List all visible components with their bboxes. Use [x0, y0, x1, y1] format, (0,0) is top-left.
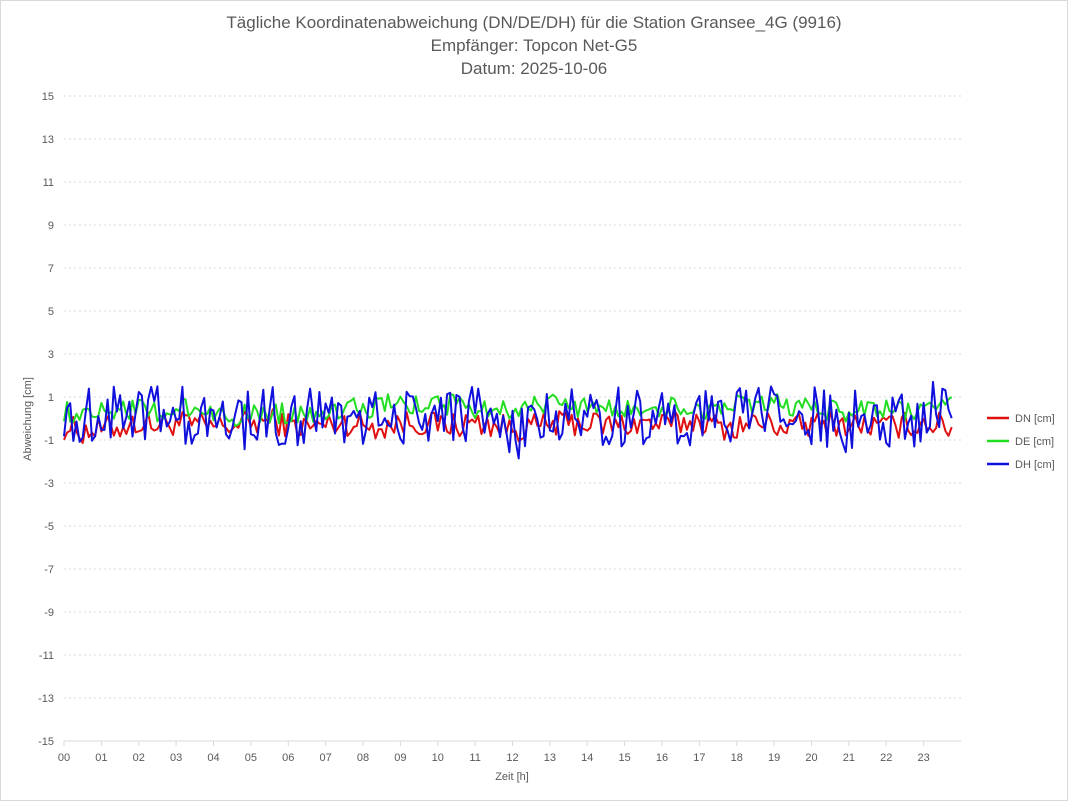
y-tick-label: -11	[39, 650, 54, 662]
x-tick-label: 04	[207, 752, 219, 764]
x-tick-label: 07	[320, 752, 332, 764]
y-tick-label: -7	[44, 564, 54, 576]
x-tick-label: 01	[95, 752, 107, 764]
x-axis-ticks: 00 01 02 03 04 05 06 07 08 09 10 11 12 13 14 15 16 17 18 19…	[58, 741, 930, 764]
y-tick-label: 1	[48, 392, 54, 404]
x-tick-label: 13	[544, 752, 556, 764]
x-tick-label: 00	[58, 752, 70, 764]
x-tick-label: 19	[768, 752, 780, 764]
y-axis-label: Abweichung [cm]	[22, 377, 34, 461]
y-tick-label: -13	[38, 693, 54, 705]
x-tick-label: 03	[170, 752, 182, 764]
series-line-de	[63, 393, 953, 427]
x-tick-label: 02	[133, 752, 145, 764]
y-tick-label: 7	[48, 263, 54, 275]
y-tick-label: 11	[43, 177, 54, 189]
x-tick-label: 18	[731, 752, 743, 764]
y-tick-label: 15	[42, 91, 54, 103]
chart-title-line-2: Empfänger: Topcon Net-G5	[431, 36, 638, 55]
y-tick-label: -3	[44, 478, 54, 490]
x-tick-label: 11	[469, 752, 480, 764]
x-tick-label: 10	[432, 752, 444, 764]
y-tick-label: -5	[44, 521, 54, 533]
chart-title-line-3: Datum: 2025-10-06	[461, 59, 607, 78]
legend: DN [cm] DE [cm] DH [cm]	[987, 413, 1055, 471]
x-tick-label: 09	[394, 752, 406, 764]
y-tick-label: -1	[44, 435, 54, 447]
y-tick-label: -9	[44, 607, 54, 619]
legend-label: DH [cm]	[1015, 459, 1055, 471]
series-line-dh	[63, 380, 953, 460]
x-tick-label: 23	[918, 752, 930, 764]
x-tick-label: 12	[506, 752, 518, 764]
chart-title-line-1: Tägliche Koordinatenabweichung (DN/DE/DH…	[226, 13, 841, 32]
x-tick-label: 22	[880, 752, 892, 764]
x-axis-label: Zeit [h]	[495, 771, 529, 783]
x-tick-label: 20	[805, 752, 817, 764]
y-tick-label: 9	[48, 220, 54, 232]
x-tick-label: 16	[656, 752, 668, 764]
legend-label: DE [cm]	[1015, 436, 1054, 448]
x-tick-label: 21	[843, 752, 855, 764]
chart-title-group: Tägliche Koordinatenabweichung (DN/DE/DH…	[226, 13, 841, 78]
y-tick-label: 5	[48, 306, 54, 318]
legend-label: DN [cm]	[1015, 413, 1055, 425]
y-tick-label: -15	[38, 736, 54, 748]
x-tick-label: 15	[619, 752, 631, 764]
x-tick-label: 08	[357, 752, 369, 764]
x-tick-label: 06	[282, 752, 294, 764]
y-tick-label: 3	[48, 349, 54, 361]
x-tick-label: 17	[693, 752, 705, 764]
series-lines	[63, 380, 953, 460]
x-tick-label: 05	[245, 752, 257, 764]
y-axis-ticks: 15 13 11 9 7 5 3 1 -1 -3 -5 -7 -9 -11 -13 -15	[38, 91, 54, 748]
y-tick-label: 13	[42, 134, 54, 146]
x-tick-label: 14	[581, 752, 593, 764]
